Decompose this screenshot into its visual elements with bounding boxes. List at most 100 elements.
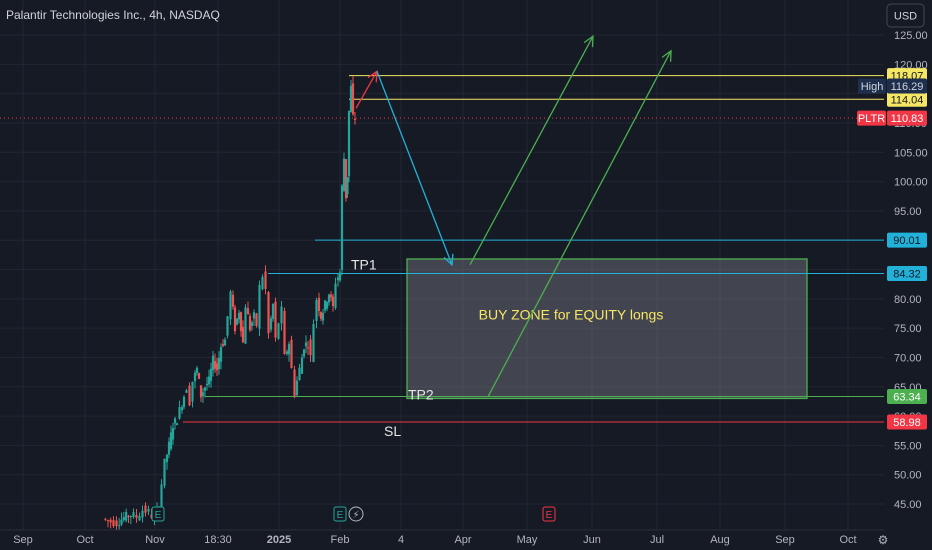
x-tick-label: 18:30 <box>204 534 232 546</box>
candle-body <box>229 291 232 320</box>
candle-body <box>312 324 315 362</box>
candle-body <box>331 296 335 306</box>
candle-body <box>239 312 243 332</box>
candle-body <box>267 292 270 334</box>
candle-body <box>261 276 264 290</box>
candle-body <box>327 294 331 303</box>
candle-body <box>255 313 258 327</box>
candle-body <box>125 511 128 521</box>
candle-body <box>197 373 201 379</box>
candle-body <box>182 396 186 407</box>
candle-body <box>191 381 194 402</box>
candle-body <box>169 432 173 449</box>
time-axis-bg <box>0 530 884 550</box>
y-tick-label: 100.00 <box>894 177 928 189</box>
candle-body <box>115 520 118 526</box>
price-tag-84.32 <box>887 265 927 281</box>
candle-body <box>226 316 229 336</box>
event-markers: E E ⚡ E <box>151 506 556 522</box>
candle-body <box>290 339 293 369</box>
candle-body <box>205 383 209 386</box>
candle-body <box>309 339 312 356</box>
candle-body <box>325 302 329 309</box>
arrow-head <box>583 34 594 48</box>
candle-body <box>244 307 247 344</box>
arrow-line <box>469 35 594 266</box>
candle-body <box>144 505 147 513</box>
settings-gear-icon[interactable]: ⚙ <box>878 533 889 547</box>
candle-body <box>195 367 199 373</box>
earnings-icon-glyph: E <box>155 510 162 521</box>
candle-body <box>118 525 121 527</box>
x-tick-label: Nov <box>145 534 165 546</box>
candle-body <box>237 312 241 320</box>
price-tag-90.01-label: 90.01 <box>893 235 921 247</box>
x-tick-label: Feb <box>331 534 350 546</box>
candle-body <box>246 308 250 315</box>
chart-title: Palantir Technologies Inc., 4h, NASDAQ <box>6 8 220 22</box>
x-tick-label: 4 <box>398 534 404 546</box>
candle-body <box>160 484 163 507</box>
candle-body <box>231 294 235 307</box>
candle-body <box>304 342 308 347</box>
x-tick-label: Aug <box>710 534 730 546</box>
candle-body <box>207 376 211 385</box>
x-tick-label: Sep <box>13 534 33 546</box>
x-tick-label: Apr <box>454 534 471 546</box>
candle-body <box>112 520 115 527</box>
currency-button[interactable]: USD <box>886 3 925 28</box>
high-name-label: High <box>861 81 884 93</box>
candle-body <box>295 380 299 396</box>
dividend-icon-glyph: ⚡ <box>352 510 359 521</box>
x-tick-label: Oct <box>76 534 93 546</box>
candle-body <box>321 312 325 321</box>
candle-body <box>233 307 237 332</box>
time-axis[interactable]: Sep Oct Nov 18:30 2025 Feb 4 Apr May Jun Jul Aug Sep… <box>0 529 889 550</box>
earnings-icon[interactable] <box>542 506 556 522</box>
candle-body <box>201 392 205 397</box>
candle-body <box>300 357 304 374</box>
candle-body <box>252 312 256 319</box>
earnings-icon-glyph: E <box>546 510 553 521</box>
x-tick-label: Jun <box>583 534 601 546</box>
candle-body <box>351 83 355 115</box>
candle-body <box>342 158 346 192</box>
symbol-name-label: PLTR <box>858 113 885 125</box>
candle-body <box>106 520 110 522</box>
candle-body <box>306 347 310 349</box>
candle-body <box>141 510 144 518</box>
earnings-icon-glyph: E <box>337 510 344 521</box>
candle-body <box>167 441 171 455</box>
earnings-icon[interactable] <box>333 506 347 522</box>
trend-arrows <box>355 34 672 398</box>
candle-body <box>211 355 215 371</box>
annotation-tp1: TP1 <box>351 256 377 272</box>
candle-body <box>338 272 342 281</box>
candle-body <box>349 85 353 112</box>
x-tick-label: May <box>517 534 538 546</box>
candle-body <box>250 322 254 326</box>
price-tag-84.32-label: 84.32 <box>893 268 921 280</box>
candle-body <box>340 185 344 270</box>
arrow-line <box>376 71 453 266</box>
earnings-icon[interactable] <box>151 506 165 522</box>
candle-body <box>248 316 252 331</box>
candle-body <box>219 346 223 362</box>
candle-body <box>203 387 207 391</box>
candle-body <box>129 515 132 517</box>
high-name-tag <box>858 78 886 94</box>
candle-body <box>336 277 340 281</box>
y-tick-label: 50.00 <box>894 470 922 482</box>
y-tick-label: 45.00 <box>894 499 922 511</box>
arrow-head <box>443 253 454 267</box>
candle-body <box>285 351 289 354</box>
candle-body <box>293 369 296 396</box>
y-tick-label: 125.00 <box>894 30 928 42</box>
candle-body <box>122 517 125 521</box>
candle-body <box>317 297 321 311</box>
candle-body <box>185 390 188 393</box>
candle-body <box>329 294 333 298</box>
annotations: TP1 TP2 SL <box>351 256 434 439</box>
dividend-icon[interactable] <box>348 506 364 522</box>
